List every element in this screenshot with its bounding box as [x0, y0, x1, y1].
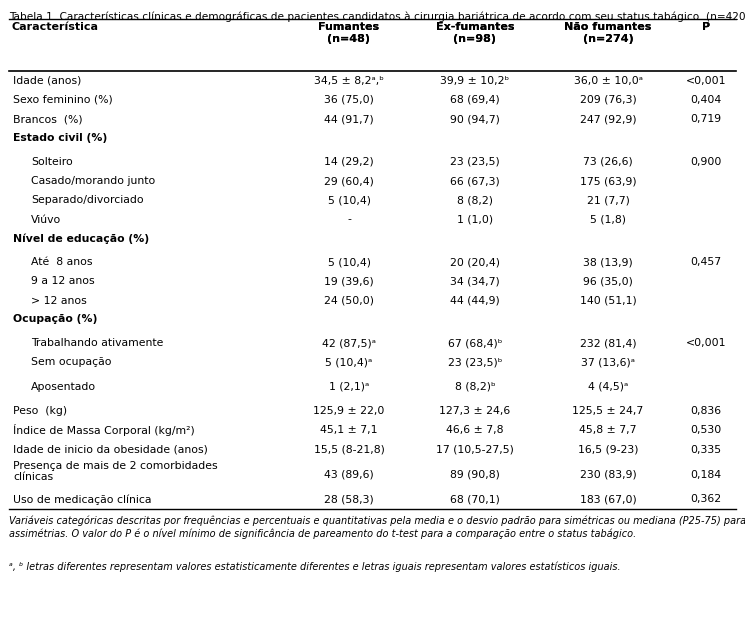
Text: 34 (34,7): 34 (34,7) [450, 276, 500, 286]
Text: 45,8 ± 7,7: 45,8 ± 7,7 [580, 425, 637, 435]
Text: 38 (13,9): 38 (13,9) [583, 257, 633, 267]
Text: 0,836: 0,836 [691, 406, 722, 416]
Text: 43 (89,6): 43 (89,6) [324, 469, 374, 479]
Text: 5 (10,4)ᵃ: 5 (10,4)ᵃ [326, 357, 372, 367]
Text: Uso de medicação clínica: Uso de medicação clínica [13, 494, 151, 504]
Text: 1 (2,1)ᵃ: 1 (2,1)ᵃ [329, 382, 369, 392]
Text: Peso  (kg): Peso (kg) [13, 406, 67, 416]
Text: 39,9 ± 10,2ᵇ: 39,9 ± 10,2ᵇ [440, 75, 510, 86]
Text: 125,5 ± 24,7: 125,5 ± 24,7 [572, 406, 644, 416]
Text: 36 (75,0): 36 (75,0) [324, 95, 374, 105]
Text: Trabalhando ativamente: Trabalhando ativamente [31, 338, 163, 348]
Text: 34,5 ± 8,2ᵃ,ᵇ: 34,5 ± 8,2ᵃ,ᵇ [314, 75, 384, 86]
Text: 37 (13,6)ᵃ: 37 (13,6)ᵃ [581, 357, 635, 367]
Text: P: P [702, 22, 710, 32]
Text: Idade (anos): Idade (anos) [13, 75, 81, 86]
Text: Característica: Característica [11, 22, 98, 32]
Text: Solteiro: Solteiro [31, 157, 73, 167]
Text: Estado civil (%): Estado civil (%) [13, 133, 107, 143]
Text: Separado/divorciado: Separado/divorciado [31, 195, 144, 205]
Text: 0,719: 0,719 [691, 114, 722, 124]
Text: 68 (69,4): 68 (69,4) [450, 95, 500, 105]
Text: Não fumantes
(n=274): Não fumantes (n=274) [564, 22, 652, 43]
Text: 96 (35,0): 96 (35,0) [583, 276, 633, 286]
Text: 66 (67,3): 66 (67,3) [450, 176, 500, 186]
Text: 15,5 (8-21,8): 15,5 (8-21,8) [314, 445, 384, 455]
Text: 1 (1,0): 1 (1,0) [457, 214, 493, 225]
Text: 29 (60,4): 29 (60,4) [324, 176, 374, 186]
Text: 230 (83,9): 230 (83,9) [580, 469, 636, 479]
Text: 247 (92,9): 247 (92,9) [580, 114, 636, 124]
Text: 67 (68,4)ᵇ: 67 (68,4)ᵇ [448, 338, 502, 348]
Text: 68 (70,1): 68 (70,1) [450, 494, 500, 504]
Text: 46,6 ± 7,8: 46,6 ± 7,8 [446, 425, 504, 435]
Text: -: - [347, 214, 351, 225]
Text: 9 a 12 anos: 9 a 12 anos [31, 276, 95, 286]
Text: P: P [702, 22, 710, 32]
Text: 0,530: 0,530 [691, 425, 722, 435]
Text: <0,001: <0,001 [685, 75, 726, 86]
Text: 4 (4,5)ᵃ: 4 (4,5)ᵃ [588, 382, 628, 392]
Text: 125,9 ± 22,0: 125,9 ± 22,0 [314, 406, 384, 416]
Text: 232 (81,4): 232 (81,4) [580, 338, 636, 348]
Text: 44 (91,7): 44 (91,7) [324, 114, 374, 124]
Text: <0,001: <0,001 [685, 338, 726, 348]
Text: 209 (76,3): 209 (76,3) [580, 95, 636, 105]
Text: 5 (10,4): 5 (10,4) [328, 195, 370, 205]
Text: 175 (63,9): 175 (63,9) [580, 176, 636, 186]
Text: 17 (10,5-27,5): 17 (10,5-27,5) [436, 445, 514, 455]
Text: 0,362: 0,362 [691, 494, 722, 504]
Text: > 12 anos: > 12 anos [31, 296, 86, 306]
Text: 36,0 ± 10,0ᵃ: 36,0 ± 10,0ᵃ [574, 75, 642, 86]
Text: 44 (44,9): 44 (44,9) [450, 296, 500, 306]
Text: Fumantes
(n=48): Fumantes (n=48) [318, 22, 379, 43]
Text: 0,335: 0,335 [691, 445, 722, 455]
Text: Fumantes
(n=48): Fumantes (n=48) [318, 22, 379, 43]
Text: Ex-fumantes
(n=98): Ex-fumantes (n=98) [436, 22, 514, 43]
Text: Sexo feminino (%): Sexo feminino (%) [13, 95, 112, 105]
Text: ᵃ, ᵇ letras diferentes representam valores estatisticamente diferentes e letras : ᵃ, ᵇ letras diferentes representam valor… [9, 561, 621, 572]
Text: Viúvo: Viúvo [31, 214, 61, 225]
Text: Nível de educação (%): Nível de educação (%) [13, 233, 149, 243]
Text: 21 (7,7): 21 (7,7) [586, 195, 630, 205]
Text: 42 (87,5)ᵃ: 42 (87,5)ᵃ [322, 338, 376, 348]
Text: Presença de mais de 2 comorbidades
clínicas: Presença de mais de 2 comorbidades clíni… [13, 460, 218, 482]
Text: 0,900: 0,900 [691, 157, 722, 167]
Text: Casado/morando junto: Casado/morando junto [31, 176, 155, 186]
Text: 5 (1,8): 5 (1,8) [590, 214, 626, 225]
Text: 8 (8,2)ᵇ: 8 (8,2)ᵇ [454, 382, 495, 392]
Text: Até  8 anos: Até 8 anos [31, 257, 92, 267]
Text: Brancos  (%): Brancos (%) [13, 114, 83, 124]
Text: 16,5 (9-23): 16,5 (9-23) [578, 445, 638, 455]
Text: 140 (51,1): 140 (51,1) [580, 296, 636, 306]
Text: 14 (29,2): 14 (29,2) [324, 157, 374, 167]
Text: Variáveis categóricas descritas por frequências e percentuais e quantitativas pe: Variáveis categóricas descritas por freq… [9, 515, 745, 538]
Text: Tabela 1. Características clínicas e demográficas de pacientes candidatos à ciru: Tabela 1. Características clínicas e dem… [9, 11, 745, 21]
Text: 89 (90,8): 89 (90,8) [450, 469, 500, 479]
Text: 183 (67,0): 183 (67,0) [580, 494, 636, 504]
Text: 23 (23,5)ᵇ: 23 (23,5)ᵇ [448, 357, 502, 367]
Text: Não fumantes
(n=274): Não fumantes (n=274) [564, 22, 652, 43]
Text: 73 (26,6): 73 (26,6) [583, 157, 633, 167]
Text: 127,3 ± 24,6: 127,3 ± 24,6 [440, 406, 510, 416]
Text: Aposentado: Aposentado [31, 382, 96, 392]
Text: 24 (50,0): 24 (50,0) [324, 296, 374, 306]
Text: Sem ocupação: Sem ocupação [31, 357, 112, 367]
Text: Idade de inicio da obesidade (anos): Idade de inicio da obesidade (anos) [13, 445, 208, 455]
Text: 0,184: 0,184 [691, 469, 722, 479]
Text: 19 (39,6): 19 (39,6) [324, 276, 374, 286]
Text: Ex-fumantes
(n=98): Ex-fumantes (n=98) [436, 22, 514, 43]
Text: 0,404: 0,404 [691, 95, 722, 105]
Text: 28 (58,3): 28 (58,3) [324, 494, 374, 504]
Text: Ocupação (%): Ocupação (%) [13, 314, 98, 325]
Text: 5 (10,4): 5 (10,4) [328, 257, 370, 267]
Text: 90 (94,7): 90 (94,7) [450, 114, 500, 124]
Text: 23 (23,5): 23 (23,5) [450, 157, 500, 167]
Text: 20 (20,4): 20 (20,4) [450, 257, 500, 267]
Text: 8 (8,2): 8 (8,2) [457, 195, 493, 205]
Text: 0,457: 0,457 [691, 257, 722, 267]
Text: 45,1 ± 7,1: 45,1 ± 7,1 [320, 425, 378, 435]
Text: Índice de Massa Corporal (kg/m²): Índice de Massa Corporal (kg/m²) [13, 425, 194, 437]
